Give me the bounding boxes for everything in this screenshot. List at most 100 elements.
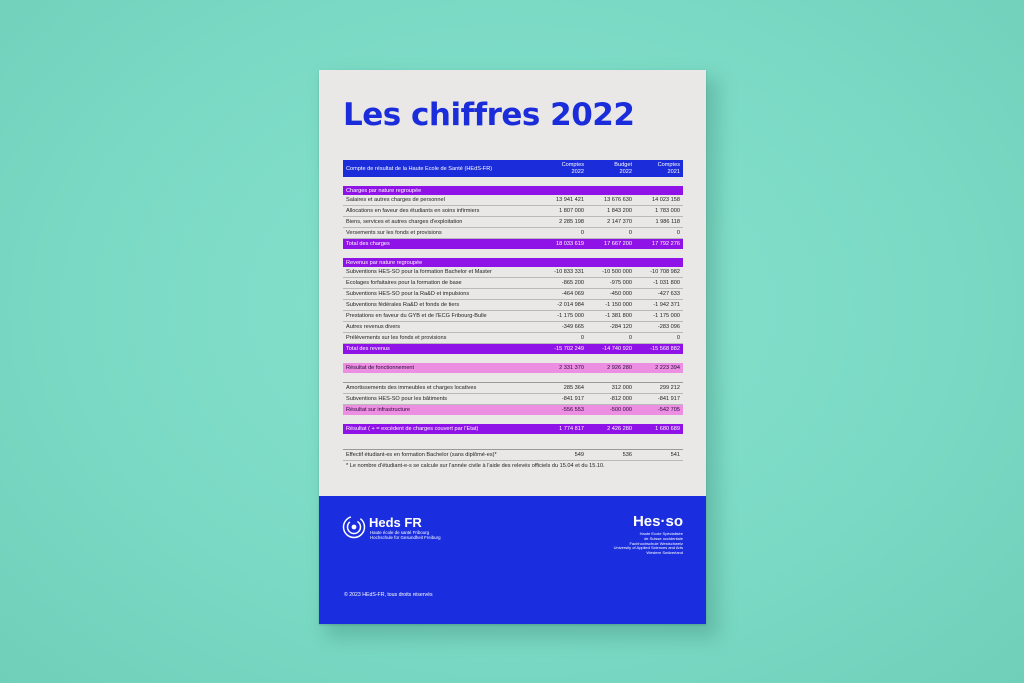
cell-value: -841 917 <box>657 396 680 402</box>
row-label: Total des revenus <box>346 346 390 352</box>
table-row: Prestations en faveur du GYB et de l'ECG… <box>343 311 683 322</box>
hesso-logo-text: Hes·so <box>632 513 683 530</box>
cell-value: -349 665 <box>561 324 584 330</box>
table-row: Salaires et autres charges de personnel 1… <box>343 195 683 206</box>
table-row: Amortissements des immeubles et charges … <box>343 382 683 394</box>
hesso-line: Haute Ecole Spécialisée <box>639 531 683 536</box>
hesso-line: de Suisse occidentale <box>644 535 683 541</box>
row-label: Versements sur les fonds et provisions <box>346 230 442 236</box>
cell-value: 1 680 689 <box>655 426 680 432</box>
cell-value: -812 000 <box>609 396 632 402</box>
cell-value: -15 568 882 <box>650 346 680 352</box>
row-label: Total des charges <box>346 241 390 247</box>
result-row-fonctionnement: Résultat de fonctionnement 2 331 370 2 926… <box>343 363 683 373</box>
spacer <box>343 177 683 186</box>
hesso-line: University of Applied Sciences and Arts <box>613 545 683 551</box>
heds-subtitle-fr: Haute école de santé Fribourg <box>370 530 430 535</box>
spacer <box>343 434 683 443</box>
total-row-charges: Total des charges 18 033 619 17 667 200 17 … <box>343 239 683 249</box>
column-header-budget-2022: Budget 2022 <box>587 162 635 175</box>
cell-value: -10 833 331 <box>554 269 584 275</box>
row-label: Prélèvements sur les fonds et provisions <box>346 335 447 341</box>
cell-value: 299 212 <box>659 385 680 391</box>
column-header-line2: 2022 <box>571 168 584 175</box>
cell-value: -556 553 <box>561 407 584 413</box>
row-label: Subventions HES-SO pour la formation Bac… <box>346 269 492 275</box>
table-row: Subventions fédérales Ra&D et fonds de t… <box>343 300 683 311</box>
row-label: Subventions HES-SO pour les bâtiments <box>346 396 448 402</box>
row-label: Résultat ( + = excédent de charges couve… <box>346 426 479 432</box>
cell-value: 0 <box>676 230 680 236</box>
cell-value: -975 000 <box>609 280 632 286</box>
effectif-row: Effectif étudiant-es en formation Bachel… <box>343 449 683 461</box>
cell-value: -1 942 371 <box>653 302 680 308</box>
copyright: © 2023 HEdS-FR, tous droits réservés <box>344 592 433 598</box>
cell-value: -464 069 <box>561 291 584 297</box>
cell-value: -1 031 800 <box>653 280 680 286</box>
cell-value: 1 843 200 <box>607 208 632 214</box>
footer-band: Heds FR Haute école de santé Fribourg Ho… <box>319 496 706 624</box>
page-title: Les chiffres 2022 <box>343 97 635 133</box>
table-row: Autres revenus divers -349 665 -284 120 -28… <box>343 322 683 333</box>
cell-value: -450 000 <box>609 291 632 297</box>
cell-value: -15 702 249 <box>554 346 584 352</box>
heds-subtitle: Haute école de santé Fribourg Hochschule… <box>370 530 480 540</box>
cell-value: 1 986 118 <box>655 219 680 225</box>
cell-value: 2 426 280 <box>607 426 632 432</box>
cell-value: 549 <box>574 452 584 458</box>
total-row-revenus: Total des revenus -15 702 249 -14 740 920 -… <box>343 344 683 354</box>
row-label: Résultat sur infrastructure <box>346 407 411 413</box>
table-row: Subventions HES-SO pour les bâtiments -84… <box>343 394 683 405</box>
cell-value: 312 000 <box>611 385 632 391</box>
cell-value: -284 120 <box>609 324 632 330</box>
table-row: Versements sur les fonds et provisions 0 0… <box>343 228 683 239</box>
heds-logo-text: Heds FR <box>369 515 422 530</box>
row-label: Effectif étudiant-es en formation Bachel… <box>346 452 497 458</box>
cell-value: -1 381 800 <box>605 313 632 319</box>
hesso-line: Fachhochschule Westschweiz <box>629 540 683 546</box>
cell-value: 2 926 280 <box>607 365 632 371</box>
table-row: Biens, services et autres charges d'expl… <box>343 217 683 228</box>
row-label: Subventions fédérales Ra&D et fonds de t… <box>346 302 460 308</box>
row-label: Allocations en faveur des étudiants en s… <box>346 208 480 214</box>
cell-value: -2 014 984 <box>557 302 584 308</box>
column-header-comptes-2021: Comptes 2021 <box>635 162 683 175</box>
column-header-comptes-2022: Comptes 2022 <box>539 162 587 175</box>
spacer <box>343 373 683 382</box>
cell-value: 14 023 158 <box>652 197 680 203</box>
row-label: Résultat de fonctionnement <box>346 365 415 371</box>
cell-value: 0 <box>628 335 632 341</box>
table-row: Subventions HES-SO pour la Ra&D et impul… <box>343 289 683 300</box>
cell-value: 2 223 394 <box>655 365 680 371</box>
cell-value: -865 200 <box>561 280 584 286</box>
row-label: Amortissements des immeubles et charges … <box>346 385 477 391</box>
table-row: Allocations en faveur des étudiants en s… <box>343 206 683 217</box>
footnote-text: * Le nombre d'étudiant-e-s se calcule su… <box>346 462 605 469</box>
cell-value: 17 667 200 <box>604 241 632 247</box>
section-label: Charges par nature regroupée <box>346 187 422 194</box>
section-header-revenus: Revenus par nature regroupée <box>343 258 683 267</box>
annual-report-page: Les chiffres 2022 Compte de résultat de … <box>319 70 706 624</box>
result-row-infrastructure: Résultat sur infrastructure -556 553 -500 … <box>343 405 683 415</box>
row-label: Subventions HES-SO pour la Ra&D et impul… <box>346 291 470 297</box>
spacer <box>343 354 683 363</box>
cell-value: 0 <box>676 335 680 341</box>
cell-value: 0 <box>580 230 584 236</box>
cell-value: 2 147 370 <box>607 219 632 225</box>
section-label: Revenus par nature regroupée <box>346 259 423 266</box>
table-row: Ecolages forfaitaires pour la formation … <box>343 278 683 289</box>
spacer <box>343 415 683 424</box>
table-row: Subventions HES-SO pour la formation Bac… <box>343 267 683 278</box>
row-label: Biens, services et autres charges d'expl… <box>346 219 463 225</box>
cell-value: 1 774 817 <box>559 426 584 432</box>
cell-value: 2 285 198 <box>559 219 584 225</box>
cell-value: -841 917 <box>561 396 584 402</box>
cell-value: 13 941 421 <box>556 197 584 203</box>
final-result-row: Résultat ( + = excédent de charges couve… <box>343 424 683 434</box>
table-row: Prélèvements sur les fonds et provisions… <box>343 333 683 344</box>
row-label: Prestations en faveur du GYB et de l'ECG… <box>346 313 487 319</box>
cell-value: 2 331 370 <box>559 365 584 371</box>
footnote: * Le nombre d'étudiant-e-s se calcule su… <box>343 461 683 470</box>
cell-value: 0 <box>628 230 632 236</box>
cell-value: -542 705 <box>657 407 680 413</box>
